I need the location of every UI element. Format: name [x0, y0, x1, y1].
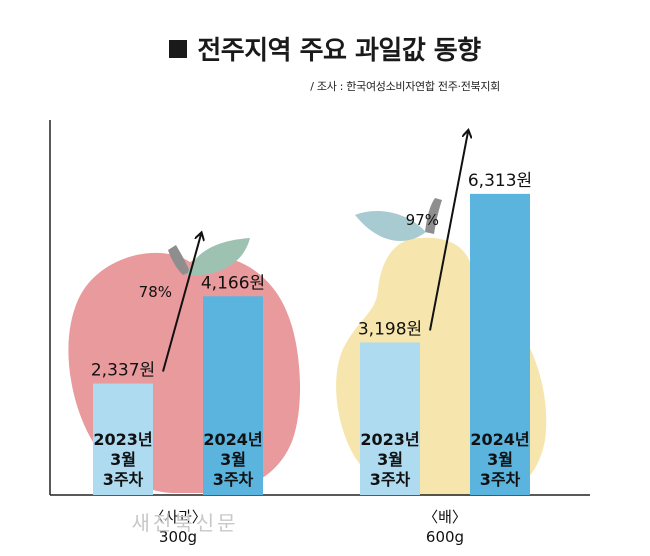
change-label-배: 97% [406, 211, 439, 229]
bar-period-label: 3월 [220, 450, 246, 469]
increase-arrow [429, 132, 468, 331]
bar-배-2023 [360, 342, 420, 495]
square-bullet-icon [169, 40, 188, 58]
bar-period-label: 3주차 [370, 470, 411, 489]
bar-period-label: 2024년 [203, 430, 262, 449]
bar-사과-2023 [93, 383, 153, 495]
apple-leaf-shape [188, 238, 250, 276]
bar-period-label: 3월 [110, 450, 136, 469]
bar-period-label: 2023년 [360, 430, 419, 449]
pear-leaf-shape [355, 210, 426, 241]
bar-period-label: 2023년 [93, 430, 152, 449]
bar-period-label: 2024년 [470, 430, 529, 449]
value-label-사과-2023: 2,337원 [91, 361, 155, 381]
value-label-사과-2024: 4,166원 [201, 273, 265, 293]
bar-period-label: 3주차 [103, 470, 144, 489]
value-label-배-2023: 3,198원 [358, 319, 422, 339]
bar-period-label: 3월 [487, 450, 513, 469]
unit-label-배: 600g [426, 528, 464, 546]
apple-stem-shape [168, 245, 190, 275]
category-label-배: 〈배〉 [423, 508, 467, 526]
bar-period-label: 3주차 [480, 470, 521, 489]
watermark-text: 새전북신문 [132, 511, 239, 535]
chart-title-text: 전주지역 주요 과일값 동향 [197, 36, 481, 66]
chart-title: 전주지역 주요 과일값 동향 [0, 30, 650, 67]
category-label-사과: 〈사과〉 [149, 508, 207, 526]
change-label-사과: 78% [139, 283, 172, 301]
bar-사과-2024 [203, 296, 263, 495]
unit-label-사과: 300g [159, 528, 197, 546]
bar-period-label: 3월 [377, 450, 403, 469]
pear-stem-shape [425, 198, 442, 234]
bar-period-label: 3주차 [213, 470, 254, 489]
increase-arrow [162, 234, 201, 372]
bar-배-2024 [470, 193, 530, 495]
value-label-배-2024: 6,313원 [468, 171, 532, 191]
source-note: / 조사 : 한국여성소비자연합 전주·전북지회 [310, 80, 500, 93]
